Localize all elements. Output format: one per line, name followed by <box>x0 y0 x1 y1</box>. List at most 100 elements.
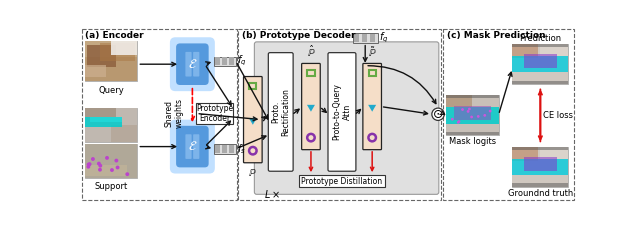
Text: Prediction: Prediction <box>519 34 561 43</box>
FancyBboxPatch shape <box>524 54 557 68</box>
FancyBboxPatch shape <box>229 57 234 65</box>
FancyBboxPatch shape <box>84 108 116 116</box>
FancyBboxPatch shape <box>222 57 227 65</box>
FancyBboxPatch shape <box>214 57 236 66</box>
FancyBboxPatch shape <box>222 145 227 153</box>
Text: $\tilde{\mathbb{P}}$: $\tilde{\mathbb{P}}$ <box>368 45 376 59</box>
FancyBboxPatch shape <box>84 57 138 81</box>
FancyBboxPatch shape <box>170 120 215 173</box>
Circle shape <box>97 162 101 165</box>
FancyBboxPatch shape <box>100 43 134 61</box>
Text: Proto-to-Query
Attn: Proto-to-Query Attn <box>332 84 351 140</box>
Circle shape <box>91 157 95 161</box>
FancyBboxPatch shape <box>111 125 138 142</box>
Text: Groundnd truth: Groundnd truth <box>508 189 573 198</box>
Circle shape <box>470 116 473 118</box>
FancyBboxPatch shape <box>196 103 234 124</box>
Text: Shared
weights: Shared weights <box>164 99 184 128</box>
Text: $\mathcal{E}$: $\mathcal{E}$ <box>188 58 197 71</box>
FancyBboxPatch shape <box>540 44 568 56</box>
FancyBboxPatch shape <box>513 183 568 187</box>
FancyBboxPatch shape <box>524 157 557 171</box>
Text: (a) Encoder: (a) Encoder <box>85 31 144 40</box>
FancyBboxPatch shape <box>513 81 568 84</box>
Text: (b) Prototype Decoder: (b) Prototype Decoder <box>242 31 355 40</box>
Circle shape <box>86 165 90 169</box>
FancyBboxPatch shape <box>84 116 122 127</box>
FancyBboxPatch shape <box>446 95 499 98</box>
Text: $\hat{\mathbb{P}}$: $\hat{\mathbb{P}}$ <box>307 44 316 59</box>
FancyBboxPatch shape <box>84 165 127 176</box>
FancyBboxPatch shape <box>513 44 538 58</box>
FancyBboxPatch shape <box>513 159 568 175</box>
Circle shape <box>98 168 102 172</box>
FancyBboxPatch shape <box>513 147 568 187</box>
Circle shape <box>489 110 492 112</box>
FancyBboxPatch shape <box>540 147 568 159</box>
FancyBboxPatch shape <box>513 147 538 161</box>
Text: CE loss: CE loss <box>543 111 573 120</box>
FancyBboxPatch shape <box>363 63 381 150</box>
FancyBboxPatch shape <box>84 41 138 65</box>
FancyBboxPatch shape <box>215 145 220 153</box>
Text: Mask logits: Mask logits <box>449 137 496 146</box>
FancyBboxPatch shape <box>84 65 106 77</box>
FancyBboxPatch shape <box>268 53 293 171</box>
Circle shape <box>115 159 118 163</box>
FancyBboxPatch shape <box>353 34 359 42</box>
Circle shape <box>99 164 102 168</box>
Circle shape <box>451 118 454 121</box>
FancyBboxPatch shape <box>513 44 568 47</box>
Circle shape <box>110 168 114 172</box>
Circle shape <box>116 165 120 169</box>
Circle shape <box>125 172 129 176</box>
FancyBboxPatch shape <box>446 95 472 107</box>
Text: $\mathcal{E}$: $\mathcal{E}$ <box>188 140 197 153</box>
FancyBboxPatch shape <box>446 132 499 135</box>
FancyBboxPatch shape <box>298 175 385 188</box>
FancyBboxPatch shape <box>513 56 568 72</box>
FancyBboxPatch shape <box>84 41 138 81</box>
FancyBboxPatch shape <box>370 34 376 42</box>
FancyBboxPatch shape <box>84 108 138 142</box>
Circle shape <box>105 156 109 160</box>
Circle shape <box>461 108 464 111</box>
Text: $L\times$: $L\times$ <box>264 188 280 200</box>
FancyBboxPatch shape <box>254 42 439 194</box>
FancyBboxPatch shape <box>513 147 568 150</box>
Circle shape <box>468 108 471 110</box>
FancyBboxPatch shape <box>244 76 262 163</box>
Circle shape <box>88 162 92 166</box>
FancyBboxPatch shape <box>170 37 215 91</box>
FancyBboxPatch shape <box>454 106 491 120</box>
FancyBboxPatch shape <box>513 44 568 84</box>
FancyBboxPatch shape <box>87 45 116 67</box>
FancyBboxPatch shape <box>328 53 356 171</box>
FancyBboxPatch shape <box>446 107 499 124</box>
Circle shape <box>432 108 444 120</box>
FancyBboxPatch shape <box>176 126 209 167</box>
FancyBboxPatch shape <box>513 44 568 84</box>
Circle shape <box>86 163 91 166</box>
FancyBboxPatch shape <box>513 147 568 187</box>
Text: Prototype
Encoder: Prototype Encoder <box>196 104 234 123</box>
FancyBboxPatch shape <box>214 144 236 153</box>
Circle shape <box>458 120 460 123</box>
FancyBboxPatch shape <box>186 134 191 159</box>
FancyBboxPatch shape <box>446 95 499 135</box>
Circle shape <box>467 110 470 113</box>
Text: Prototype Distillation: Prototype Distillation <box>301 177 382 186</box>
FancyBboxPatch shape <box>84 144 138 178</box>
FancyBboxPatch shape <box>84 144 138 178</box>
Text: (c) Mask Prediction: (c) Mask Prediction <box>447 31 545 40</box>
FancyBboxPatch shape <box>446 95 499 135</box>
FancyBboxPatch shape <box>176 43 209 85</box>
FancyBboxPatch shape <box>229 145 234 153</box>
Text: Support: Support <box>94 182 127 191</box>
Text: Proto.
Rectification: Proto. Rectification <box>271 88 291 136</box>
Text: $f_s$: $f_s$ <box>237 142 246 156</box>
Circle shape <box>483 114 486 117</box>
FancyBboxPatch shape <box>362 34 367 42</box>
Text: Query: Query <box>98 86 124 95</box>
FancyBboxPatch shape <box>193 52 199 76</box>
